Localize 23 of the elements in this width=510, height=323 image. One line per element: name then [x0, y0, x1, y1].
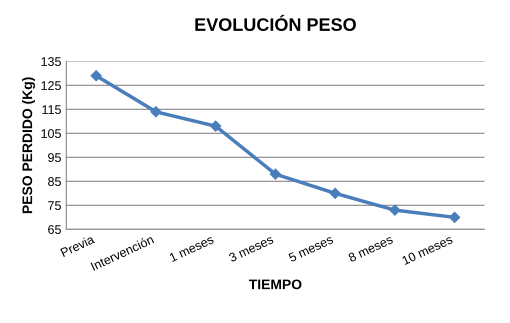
y-tick-label: 65 [48, 225, 61, 234]
x-axis-title: TIEMPO [248, 279, 302, 290]
y-tick-label: 125 [42, 81, 61, 90]
point [210, 120, 222, 132]
point [150, 106, 162, 118]
x-tick-label: 5 meses [288, 234, 334, 262]
point [330, 188, 341, 199]
y-tick-label: 95 [48, 153, 61, 162]
x-tick-label: 1 meses [168, 234, 214, 262]
y-tick-label: 75 [48, 201, 61, 210]
x-tick-label: 3 meses [228, 234, 274, 262]
x-tick-label: 10 meses [402, 234, 454, 266]
x-tick-label: 8 meses [348, 234, 394, 262]
y-axis-title: PESO PERDIDO (Kg) [22, 77, 36, 214]
point [449, 212, 460, 223]
y-tick-label: 135 [42, 57, 61, 66]
point [389, 204, 400, 216]
y-tick-label: 85 [48, 177, 61, 186]
y-tick-label: 105 [42, 129, 61, 138]
y-tick-label: 115 [42, 105, 61, 114]
point [90, 70, 102, 82]
point [270, 168, 282, 180]
chart-title: EVOLUCIÓN PESO [195, 14, 356, 31]
